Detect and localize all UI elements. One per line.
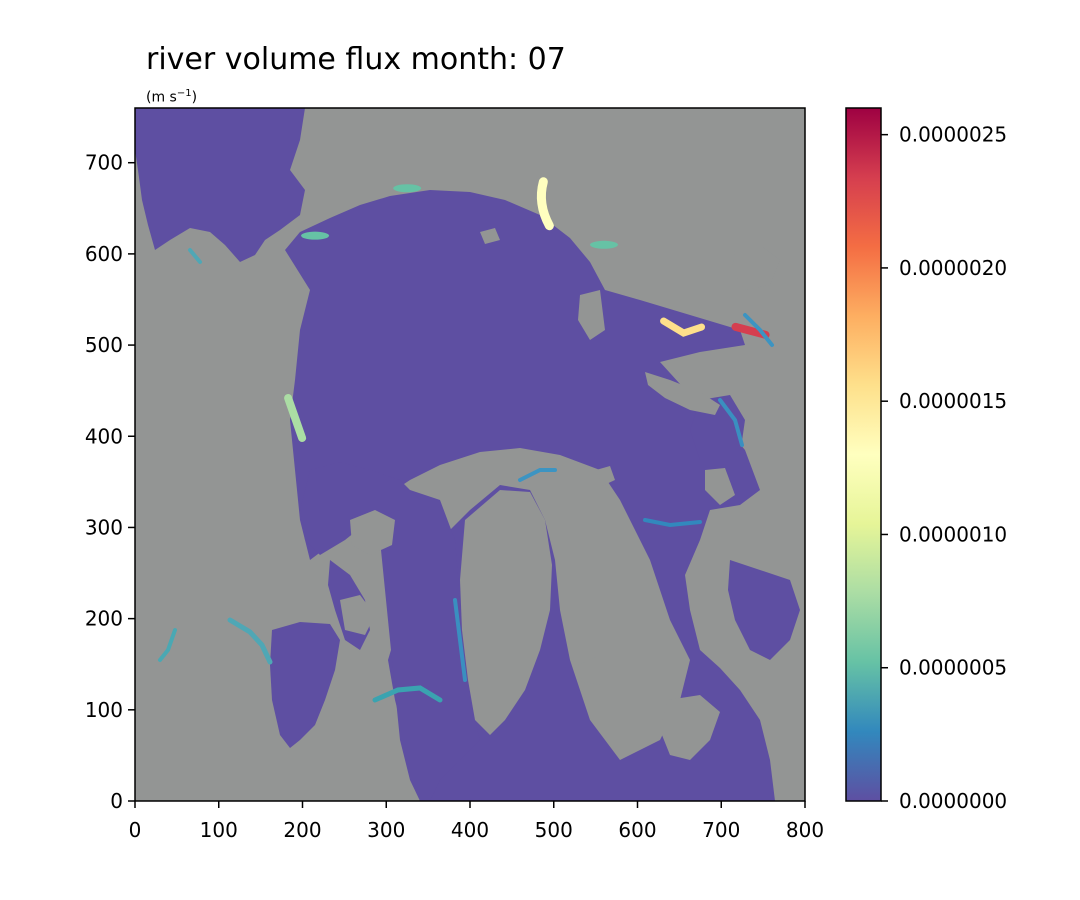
x-tick-label-6: 600	[618, 818, 656, 842]
y-tick-label-3: 300	[85, 515, 123, 539]
colorbar-tick-label-4: 0.0000020	[899, 256, 1007, 280]
x-tick-label-2: 200	[283, 818, 321, 842]
colorbar-tick-label-2: 0.0000010	[899, 522, 1007, 546]
x-tick-label-3: 300	[367, 818, 405, 842]
x-tick-label-0: 0	[129, 818, 142, 842]
y-tick-label-0: 0	[110, 789, 123, 813]
river-plume-plume-6	[393, 184, 421, 192]
y-tick-label-4: 400	[85, 424, 123, 448]
x-tick-label-1: 100	[200, 818, 238, 842]
colorbar-tick-label-1: 0.0000005	[899, 656, 1007, 680]
y-tick-label-6: 600	[85, 242, 123, 266]
x-tick-label-8: 800	[786, 818, 824, 842]
y-tick-label-7: 700	[85, 151, 123, 175]
river-plume-plume-7	[301, 232, 329, 240]
river-plume-plume-5	[590, 241, 618, 249]
colorbar-tick-label-3: 0.0000015	[899, 389, 1007, 413]
y-tick-label-5: 500	[85, 333, 123, 357]
colorbar: 0.0000000 0.0000005 0.0000010 0.0000015 0.00…	[846, 108, 1007, 813]
x-tick-label-5: 500	[535, 818, 573, 842]
y-tick-label-1: 100	[85, 698, 123, 722]
colorbar-scale	[846, 108, 881, 801]
y-tick-label-2: 200	[85, 607, 123, 631]
map-area	[135, 108, 805, 801]
x-axis: 0 100 200 300 400 500 600 700 800	[129, 801, 824, 842]
colorbar-tick-label-0: 0.0000000	[899, 789, 1007, 813]
y-axis: 0 100 200 300 400 500 600 700	[85, 151, 135, 813]
x-tick-label-7: 700	[702, 818, 740, 842]
colorbar-tick-label-5: 0.0000025	[899, 123, 1007, 147]
x-tick-label-4: 400	[451, 818, 489, 842]
